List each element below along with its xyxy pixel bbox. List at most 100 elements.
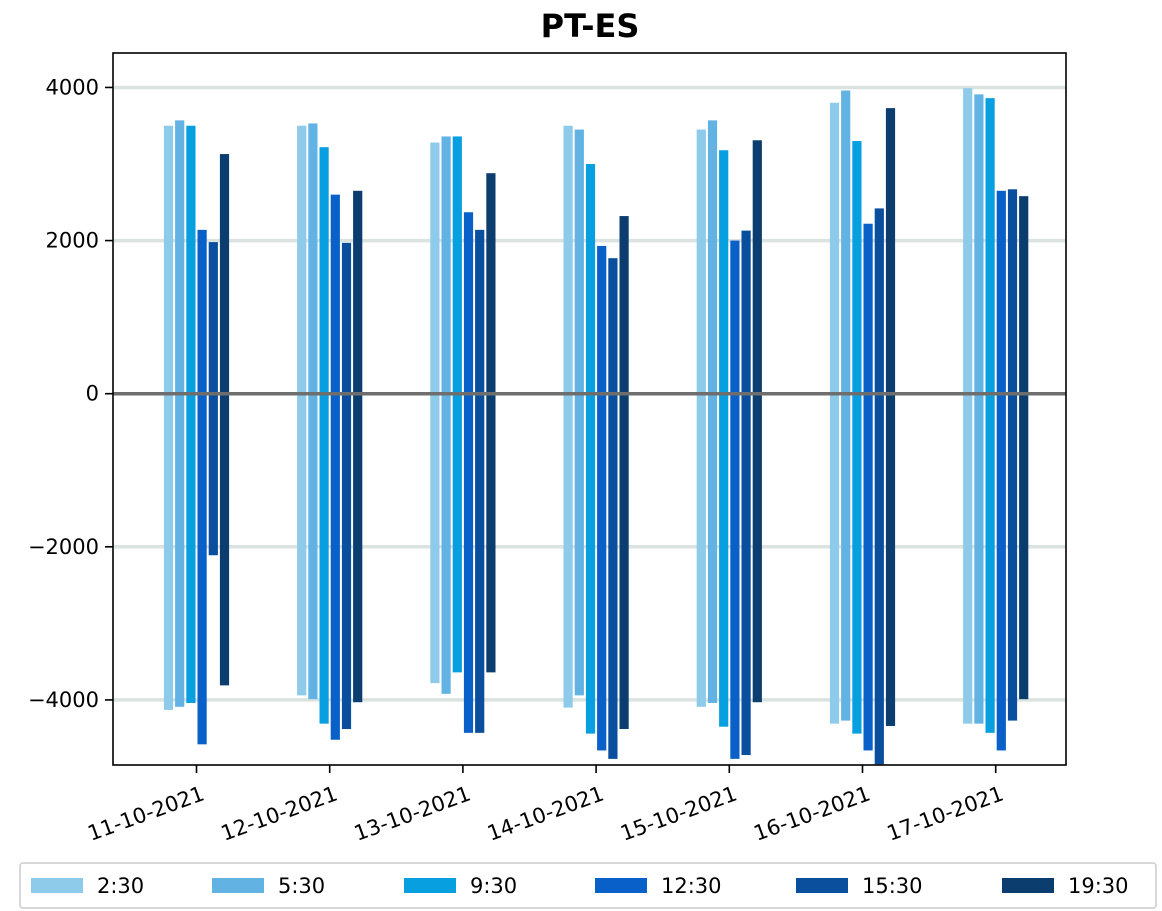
legend: 2:30 5:30 9:30 12:30 15:30 19:30	[19, 862, 1157, 909]
bar-positive	[208, 242, 218, 394]
legend-box	[19, 862, 1157, 909]
bar-negative	[608, 393, 618, 759]
bar-negative	[330, 393, 340, 740]
bar-negative	[175, 393, 185, 707]
x-axis: 11-10-2021 12-10-2021 13-10-2021 14-10-2021…	[85, 765, 1007, 846]
legend-label: 12:30	[661, 874, 722, 898]
bar-positive	[452, 136, 462, 394]
legend-label: 2:30	[97, 874, 144, 898]
y-axis: 4000 2000 0 −2000 −4000	[28, 75, 113, 712]
bar-negative	[1019, 393, 1029, 700]
bar-negative	[475, 393, 485, 733]
bar-positive	[963, 88, 973, 394]
bar-negative	[752, 393, 762, 703]
bar-negative	[696, 393, 706, 707]
bar-negative	[297, 393, 307, 696]
bar-negative	[841, 393, 851, 721]
x-tick-label: 17-10-2021	[884, 781, 1007, 845]
legend-swatch	[404, 878, 456, 893]
y-tick-label: −2000	[28, 535, 99, 559]
bar-positive	[841, 90, 851, 394]
bar-positive	[730, 240, 740, 394]
y-tick-label: 2000	[46, 229, 99, 253]
bar-positive	[475, 229, 485, 394]
legend-swatch	[1002, 878, 1054, 893]
legend-swatch	[31, 878, 83, 893]
bar-negative	[163, 393, 174, 710]
bar-positive	[219, 154, 230, 394]
plot-frame	[112, 52, 1067, 766]
bar-positive	[308, 123, 318, 394]
bar-positive	[1019, 196, 1029, 394]
bar-positive	[175, 120, 185, 394]
bar-positive	[1007, 189, 1018, 394]
bar-negative	[486, 393, 496, 673]
bar-negative	[741, 393, 751, 756]
bar-positive	[486, 173, 496, 394]
bar-negative	[852, 393, 862, 734]
bar-positive	[852, 141, 862, 394]
legend-label: 15:30	[862, 874, 923, 898]
bars-layer	[163, 88, 1029, 765]
bar-positive	[696, 129, 706, 394]
bar-negative	[829, 393, 840, 724]
legend-label: 9:30	[470, 874, 517, 898]
x-tick-label: 14-10-2021	[484, 781, 607, 845]
bar-negative	[197, 393, 207, 745]
bar-positive	[985, 98, 995, 394]
x-tick-label: 11-10-2021	[85, 781, 208, 845]
bar-negative	[563, 393, 573, 708]
bar-positive	[463, 212, 474, 394]
x-tick-label: 16-10-2021	[751, 781, 874, 845]
bar-negative	[319, 393, 329, 724]
legend-swatch	[595, 878, 647, 893]
bar-negative	[219, 393, 230, 686]
y-tick-label: −4000	[28, 688, 99, 712]
legend-label: 5:30	[278, 874, 325, 898]
bar-negative	[719, 393, 729, 727]
bar-negative	[874, 393, 884, 765]
x-tick-label: 15-10-2021	[617, 781, 740, 845]
bar-negative	[707, 393, 718, 703]
bar-positive	[619, 216, 629, 394]
bar-positive	[197, 229, 207, 394]
bar-positive	[441, 136, 451, 394]
bar-positive	[974, 94, 984, 394]
bar-positive	[597, 245, 607, 394]
bar-negative	[430, 393, 440, 684]
legend-swatch	[212, 878, 264, 893]
bar-positive	[885, 108, 896, 394]
bar-negative	[597, 393, 607, 751]
bar-negative	[574, 393, 584, 696]
bar-negative	[619, 393, 629, 730]
bar-positive	[719, 150, 729, 394]
bar-positive	[341, 242, 352, 394]
bar-positive	[752, 140, 762, 394]
bar-negative	[963, 393, 973, 724]
bar-positive	[330, 194, 340, 394]
legend-label: 19:30	[1068, 874, 1129, 898]
bar-negative	[885, 393, 896, 726]
chart-title: PT-ES	[541, 7, 640, 45]
legend-swatch	[796, 878, 848, 893]
bar-negative	[308, 393, 318, 700]
bar-negative	[208, 393, 218, 556]
bar-positive	[353, 190, 363, 394]
y-tick-label: 4000	[46, 75, 99, 99]
bar-negative	[441, 393, 451, 694]
bar-positive	[563, 125, 573, 394]
bar-positive	[608, 258, 618, 394]
bar-negative	[353, 393, 363, 703]
bar-negative	[585, 393, 596, 734]
bar-negative	[974, 393, 984, 724]
bar-negative	[730, 393, 740, 759]
y-tick-label: 0	[86, 382, 99, 406]
bar-negative	[1007, 393, 1018, 721]
bar-positive	[163, 125, 174, 394]
bar-positive	[741, 230, 751, 394]
bar-negative	[452, 393, 462, 673]
bar-positive	[829, 102, 840, 394]
bar-negative	[863, 393, 873, 751]
bar-positive	[297, 125, 307, 394]
